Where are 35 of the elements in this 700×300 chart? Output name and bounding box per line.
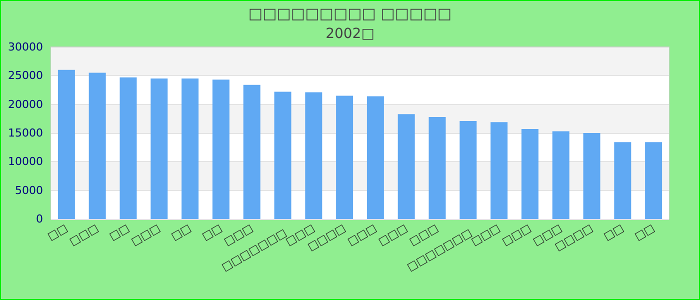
bar [552,131,570,219]
bar [614,142,632,219]
bar [428,116,446,219]
bar [583,133,600,219]
x-tick-label: □□ [45,221,70,244]
bar [366,96,384,219]
bar [490,122,508,219]
chart-subtitle: 2002□ [326,26,374,42]
bar [398,114,415,219]
bar [120,77,137,219]
y-tick-label: 0 [36,212,43,226]
bar [212,80,230,219]
x-tick-label: □□ [168,221,194,244]
bar [460,120,477,219]
bar [521,128,538,219]
bar [305,92,322,219]
y-tick-label: 15000 [8,126,43,140]
y-tick-label: 10000 [8,155,43,168]
bar [58,70,75,219]
x-tick-label: □□ [601,221,626,244]
bar [274,92,292,219]
bar [88,72,106,219]
bar [336,96,354,219]
bar [150,78,168,219]
y-tick-label: 25000 [8,69,43,82]
x-tick-label: □□ [200,221,224,244]
x-tick-label: □□ [632,221,657,244]
bar [182,78,199,219]
y-tick-label: 5000 [15,184,43,197]
bar [243,84,260,219]
y-tick-label: 20000 [8,98,43,111]
x-tick-label: □□ [107,221,132,244]
bar [645,142,662,219]
y-tick-label: 30000 [8,40,43,54]
chart-title: □□□□□□□□□ □□□□□ [248,4,452,22]
